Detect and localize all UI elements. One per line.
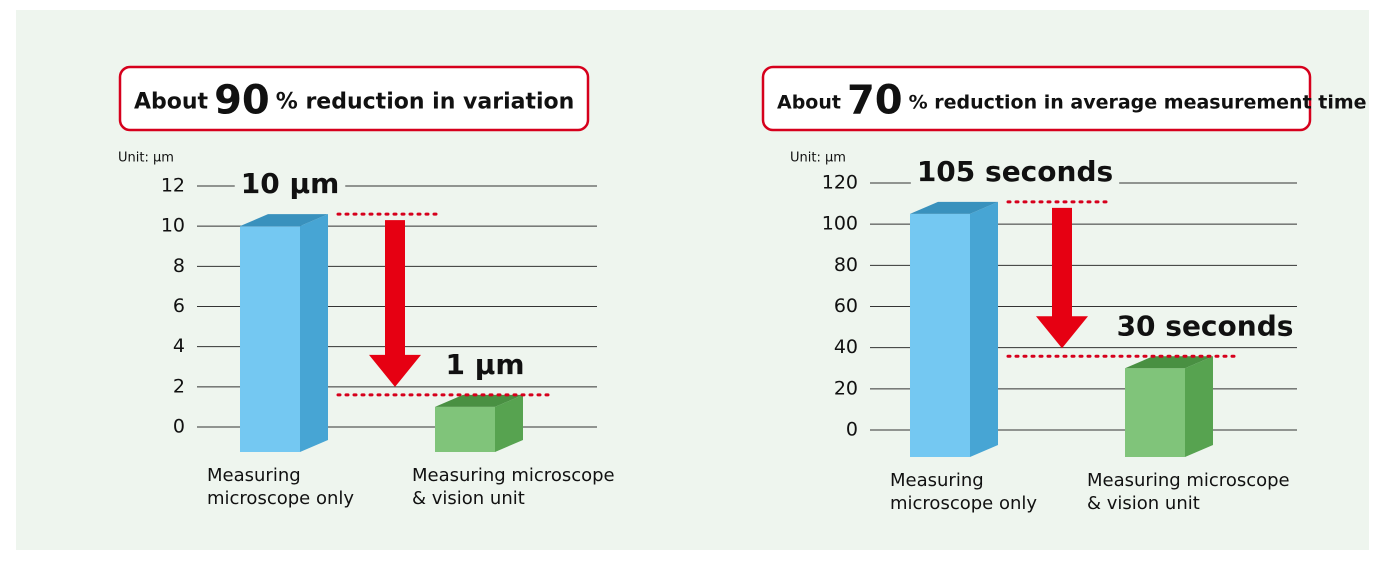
- x-tick-label: Measuring microscope: [412, 465, 615, 486]
- y-tick-label: 6: [173, 295, 185, 317]
- y-tick-label: 4: [173, 335, 185, 357]
- bar-top: [240, 214, 328, 227]
- value-label: 105 seconds: [917, 155, 1113, 188]
- y-tick-label: 40: [834, 336, 858, 358]
- bar: [435, 394, 523, 452]
- chart-title: About 90% reduction in variation: [134, 78, 574, 124]
- label-background: [439, 347, 531, 381]
- bar: [910, 201, 998, 457]
- bar-front: [240, 226, 300, 452]
- y-tick-label: 100: [822, 213, 858, 235]
- bar-front: [435, 406, 495, 452]
- label-background: [234, 167, 346, 201]
- y-tick-label: 8: [173, 255, 185, 277]
- x-tick-label: Measuring: [890, 470, 984, 491]
- x-tick-label: Measuring microscope: [1087, 470, 1290, 491]
- bar: [240, 214, 328, 452]
- label-background: [1110, 309, 1300, 343]
- title-part: About: [134, 90, 209, 115]
- bar-top: [435, 394, 523, 407]
- title-box: [118, 65, 590, 132]
- y-tick-label: 0: [173, 416, 185, 438]
- y-tick-label: 12: [161, 175, 185, 197]
- bar-front: [910, 213, 970, 457]
- value-label: 30 seconds: [1117, 309, 1294, 342]
- y-tick-label: 2: [173, 375, 185, 397]
- x-tick-label: microscope only: [890, 493, 1037, 514]
- bar-side: [300, 214, 328, 452]
- label-background: [910, 154, 1120, 188]
- x-tick-label: & vision unit: [1087, 493, 1200, 514]
- x-tick-label: Measuring: [207, 465, 301, 486]
- title-part: % reduction in variation: [276, 90, 575, 115]
- bar-side: [970, 201, 998, 457]
- y-tick-label: 80: [834, 254, 858, 276]
- bar-side: [495, 394, 523, 452]
- y-tick-label: 120: [822, 172, 858, 194]
- title-part: % reduction in average measurement time: [909, 91, 1367, 113]
- x-tick-label: microscope only: [207, 488, 354, 509]
- y-tick-label: 60: [834, 295, 858, 317]
- x-tick-label: & vision unit: [412, 488, 525, 509]
- title-part: 70: [847, 78, 903, 124]
- unit-label: Unit: µm: [790, 151, 846, 166]
- bar: [1125, 356, 1213, 457]
- bar-top: [910, 201, 998, 214]
- y-tick-label: 10: [161, 215, 185, 237]
- bar-side: [1185, 356, 1213, 457]
- chart-title: About 70 % reduction in average measuremen…: [777, 78, 1367, 124]
- y-tick-label: 20: [834, 377, 858, 399]
- unit-label: Unit: µm: [118, 151, 174, 166]
- bar-front: [1125, 368, 1185, 457]
- y-tick-label: 0: [846, 419, 858, 441]
- title-part: 90: [214, 78, 270, 124]
- bar-top: [1125, 356, 1213, 369]
- value-label: 10 µm: [241, 167, 340, 200]
- reduction-arrow: [1036, 207, 1088, 349]
- value-label: 1 µm: [445, 348, 524, 381]
- title-part: About: [777, 91, 841, 113]
- title-box: [761, 65, 1312, 132]
- reduction-arrow: [369, 220, 421, 387]
